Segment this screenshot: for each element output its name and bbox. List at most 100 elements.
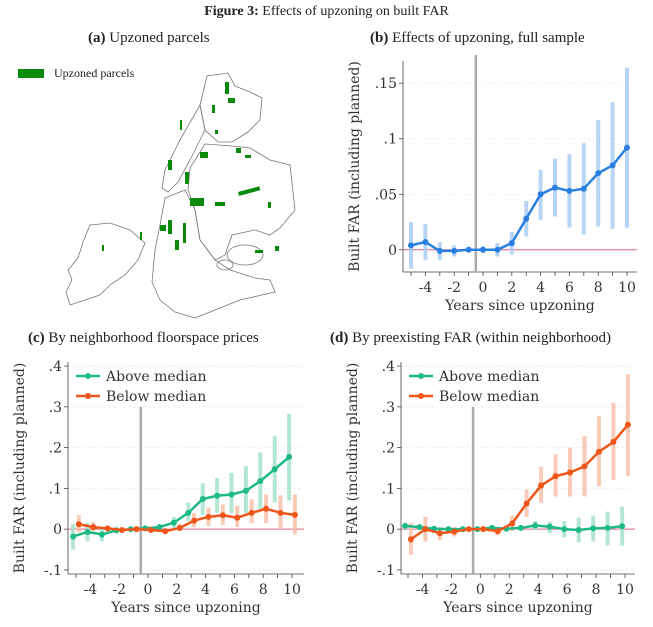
- data-point-above-median: [214, 492, 221, 499]
- y-tick-label: -.1: [377, 563, 395, 579]
- panel-c-title: (c) By neighborhood floorspace prices: [28, 330, 259, 347]
- data-point-above-median: [286, 453, 293, 460]
- x-tick-label: 4: [536, 280, 545, 296]
- data-point-full-sample: [580, 185, 587, 192]
- data-point-full-sample: [537, 191, 544, 198]
- data-point-below-median: [465, 526, 472, 533]
- data-point-below-median: [147, 526, 154, 533]
- legend-swatch: [18, 69, 44, 78]
- data-point-full-sample: [408, 242, 414, 249]
- data-point-below-median: [624, 421, 631, 428]
- data-point-below-median: [494, 528, 501, 535]
- y-tick-label: .15: [375, 76, 397, 92]
- data-point-below-median: [119, 526, 126, 533]
- panel-a-title-text: Upzoned parcels: [109, 30, 210, 46]
- data-point-below-median: [581, 463, 588, 470]
- series-line-above-median: [405, 524, 623, 532]
- y-axis-label: Built FAR (including planned): [12, 363, 28, 574]
- data-point-above-median: [84, 529, 91, 536]
- data-point-above-median: [199, 495, 206, 502]
- data-point-below-median: [610, 438, 617, 445]
- outline-brooklyn: [151, 189, 276, 319]
- x-tick-label: 6: [563, 582, 572, 598]
- legend-label-above-median: Above median: [438, 369, 540, 385]
- data-point-above-median: [170, 519, 177, 526]
- data-point-below-median: [162, 528, 169, 535]
- x-tick-label: -2: [112, 582, 126, 598]
- y-axis-label: Built FAR (including planned): [347, 61, 363, 272]
- x-tick-label: 4: [534, 582, 543, 598]
- x-tick-label: 0: [479, 280, 488, 296]
- panel-c-title-text: By neighborhood floorspace prices: [48, 330, 259, 346]
- legend-marker-above-median: [418, 373, 424, 379]
- data-point-full-sample: [566, 187, 573, 194]
- chart-d: -.1 0 .1 .2 .3 .4 -4 -2 0 2 4 6 8 10 Years since upzon…: [345, 359, 635, 616]
- panel-a-label: (a): [88, 30, 106, 46]
- x-tick-label: -4: [84, 582, 98, 598]
- upzoned-parcels: [102, 82, 279, 253]
- legend-marker-below-median: [418, 393, 424, 399]
- data-point-above-median: [619, 523, 626, 530]
- y-tick-label: .3: [49, 400, 62, 416]
- data-point-full-sample: [494, 246, 501, 253]
- data-point-below-median: [104, 525, 111, 532]
- x-tick-label: -2: [445, 582, 459, 598]
- x-tick-label: 0: [476, 582, 485, 598]
- y-tick-label: .1: [384, 132, 397, 148]
- x-tick-label: 10: [618, 280, 636, 296]
- y-tick-label: .05: [375, 187, 397, 203]
- data-point-below-median: [205, 513, 212, 520]
- data-point-below-median: [176, 524, 183, 531]
- y-tick-label: .2: [382, 441, 395, 457]
- x-tick-label: 2: [505, 582, 514, 598]
- series-line-below-median: [410, 423, 629, 541]
- borough-outlines: [65, 72, 296, 319]
- data-point-above-median: [445, 526, 452, 533]
- data-point-below-median: [422, 526, 429, 533]
- data-point-above-median: [416, 524, 423, 531]
- data-point-full-sample: [609, 162, 616, 169]
- data-point-below-median: [263, 505, 270, 512]
- data-point-full-sample: [552, 184, 558, 191]
- panel-d-title-text: By preexisting FAR (within neighborhood): [352, 330, 611, 346]
- x-tick-label: 8: [594, 280, 603, 296]
- data-point-above-median: [228, 491, 235, 498]
- data-point-below-median: [90, 524, 97, 531]
- data-point-below-median: [234, 514, 241, 521]
- x-axis-label: Years since upzoning: [110, 600, 261, 616]
- y-tick-label: -.1: [44, 563, 62, 579]
- data-point-below-median: [523, 500, 530, 507]
- x-tick-label: 6: [230, 582, 239, 598]
- data-point-above-median: [402, 522, 409, 529]
- nyc-map: [65, 72, 296, 319]
- panel-b-label: (b): [370, 30, 389, 46]
- data-point-below-median: [567, 469, 574, 476]
- data-point-below-median: [191, 517, 198, 524]
- data-point-above-median: [532, 522, 539, 529]
- data-point-below-median: [436, 530, 443, 537]
- series-line-above-median: [72, 456, 290, 538]
- y-tick-label: 0: [53, 522, 62, 538]
- panel-b-title: (b) Effects of upzoning, full sample: [370, 30, 585, 47]
- chart-c: -.1 0 .1 .2 .3 .4 -4 -2 0 2 4 6 8 10 Years since upzon…: [12, 359, 304, 616]
- data-point-full-sample: [422, 239, 429, 246]
- outline-bronx: [199, 72, 263, 143]
- data-point-above-median: [575, 526, 582, 533]
- data-point-above-median: [156, 524, 163, 531]
- data-point-full-sample: [523, 215, 530, 222]
- outline-queens: [187, 143, 296, 261]
- data-point-below-median: [248, 509, 255, 516]
- data-point-full-sample: [465, 246, 472, 253]
- data-point-below-median: [133, 526, 140, 533]
- y-tick-label: .1: [49, 481, 62, 497]
- data-point-full-sample: [436, 247, 443, 254]
- data-point-above-median: [561, 526, 568, 533]
- legend-label-below-median: Below median: [106, 389, 206, 405]
- figure-title: Figure 3: Effects of upzoning on built F…: [0, 4, 653, 20]
- x-tick-label: 2: [172, 582, 181, 598]
- data-point-below-median: [509, 520, 516, 527]
- data-point-above-median: [604, 524, 611, 531]
- x-tick-label: 0: [144, 582, 153, 598]
- y-tick-label: .3: [382, 400, 395, 416]
- legend-label: Upzoned parcels: [54, 66, 135, 80]
